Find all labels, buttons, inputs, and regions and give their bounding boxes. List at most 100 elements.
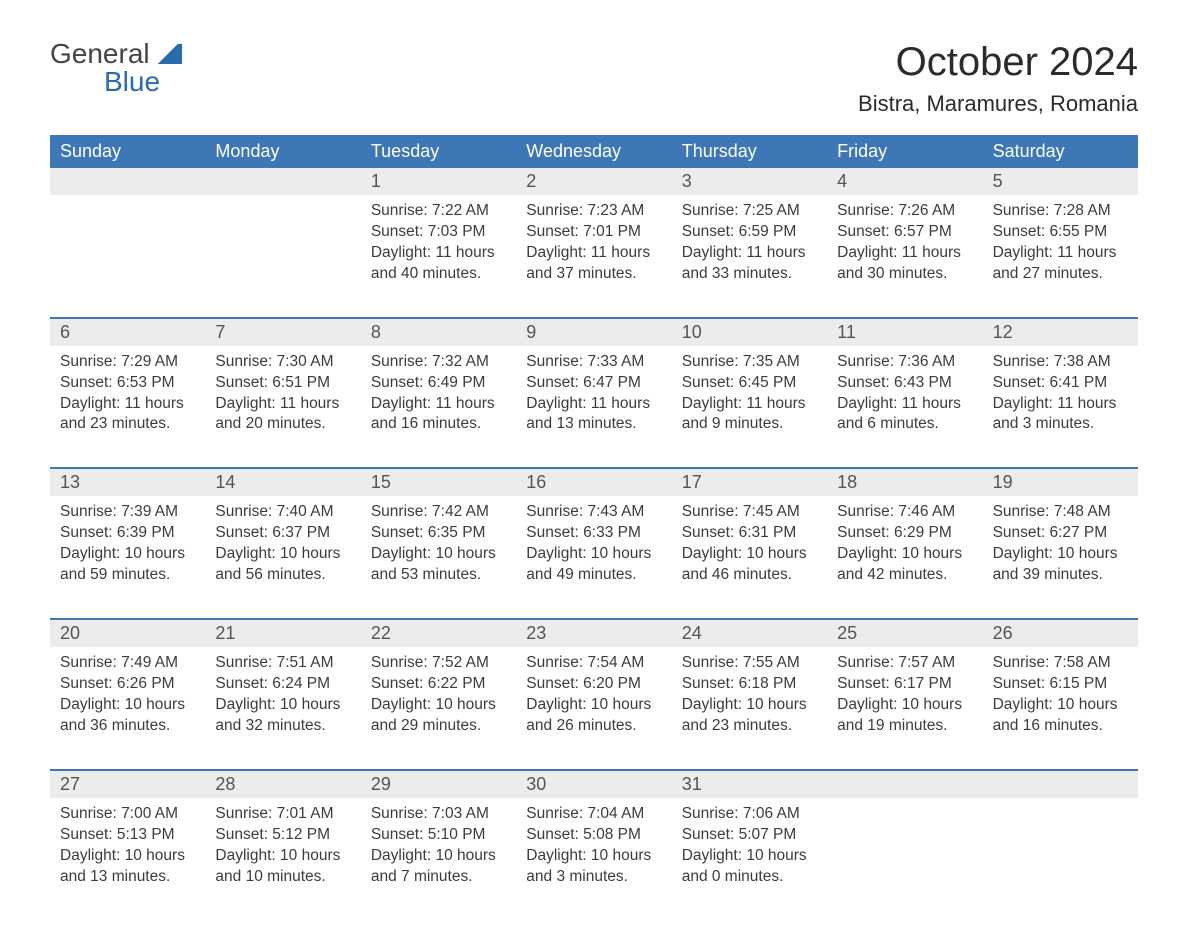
day-details: Sunrise: 7:46 AMSunset: 6:29 PMDaylight:… [827, 496, 982, 596]
day-details: Sunrise: 7:32 AMSunset: 6:49 PMDaylight:… [361, 346, 516, 446]
daylight-label: Daylight: [682, 847, 742, 864]
daylight-line-2: and 26 minutes. [526, 716, 661, 737]
daylight-line-1: Daylight: 11 hours [993, 243, 1128, 264]
day-number: 10 [672, 319, 827, 346]
sunset-value: 6:37 PM [272, 524, 330, 541]
sunrise-label: Sunrise: [837, 202, 894, 219]
sunset-label: Sunset: [837, 374, 890, 391]
day-details: Sunrise: 7:40 AMSunset: 6:37 PMDaylight:… [205, 496, 360, 596]
daylight-line-2: and 16 minutes. [993, 716, 1128, 737]
daylight-label: Daylight: [526, 244, 586, 261]
sunrise-line: Sunrise: 7:26 AM [837, 201, 972, 222]
sunset-line: Sunset: 5:10 PM [371, 825, 506, 846]
daylight-line-1: Daylight: 10 hours [215, 544, 350, 565]
sunset-line: Sunset: 6:55 PM [993, 222, 1128, 243]
sunset-value: 6:45 PM [739, 374, 797, 391]
sunrise-line: Sunrise: 7:30 AM [215, 352, 350, 373]
sunset-label: Sunset: [837, 675, 890, 692]
sunrise-line: Sunrise: 7:01 AM [215, 804, 350, 825]
daylight-label: Daylight: [371, 696, 431, 713]
sunset-label: Sunset: [60, 374, 113, 391]
sunset-value: 6:57 PM [894, 223, 952, 240]
sunset-label: Sunset: [60, 826, 113, 843]
sunset-line: Sunset: 6:27 PM [993, 523, 1128, 544]
header: General Blue October 2024 Bistra, Maramu… [50, 40, 1138, 117]
day-details: Sunrise: 7:57 AMSunset: 6:17 PMDaylight:… [827, 647, 982, 747]
day-number: 3 [672, 168, 827, 195]
daylight-label: Daylight: [526, 545, 586, 562]
sunrise-value: 7:57 AM [898, 654, 955, 671]
day-number [50, 168, 205, 195]
sunset-label: Sunset: [837, 524, 890, 541]
sunset-line: Sunset: 6:37 PM [215, 523, 350, 544]
sunset-line: Sunset: 6:29 PM [837, 523, 972, 544]
daylight-line-2: and 59 minutes. [60, 565, 195, 586]
daylight-line-1: Daylight: 10 hours [60, 695, 195, 716]
sunrise-value: 7:23 AM [587, 202, 644, 219]
daylight-label: Daylight: [371, 395, 431, 412]
daylight-value-1: 11 hours [435, 244, 494, 261]
daylight-label: Daylight: [682, 244, 742, 261]
day-number: 11 [827, 319, 982, 346]
day-details: Sunrise: 7:48 AMSunset: 6:27 PMDaylight:… [983, 496, 1138, 596]
daylight-value-1: 10 hours [280, 696, 340, 713]
daylight-label: Daylight: [371, 244, 431, 261]
daylight-line-1: Daylight: 10 hours [682, 695, 817, 716]
sunset-value: 6:59 PM [739, 223, 797, 240]
daylight-line-2: and 13 minutes. [526, 414, 661, 435]
sunrise-line: Sunrise: 7:39 AM [60, 502, 195, 523]
daylight-value-1: 10 hours [435, 696, 495, 713]
day-number: 16 [516, 469, 671, 496]
sunrise-line: Sunrise: 7:03 AM [371, 804, 506, 825]
sunset-value: 6:49 PM [428, 374, 486, 391]
sunset-line: Sunset: 6:31 PM [682, 523, 817, 544]
daylight-value-1: 10 hours [591, 545, 651, 562]
sunrise-label: Sunrise: [526, 202, 583, 219]
sunrise-line: Sunrise: 7:49 AM [60, 653, 195, 674]
daylight-line-1: Daylight: 10 hours [215, 846, 350, 867]
sunset-value: 6:43 PM [894, 374, 952, 391]
sunset-label: Sunset: [215, 826, 268, 843]
day-number: 26 [983, 620, 1138, 647]
sunset-value: 6:39 PM [117, 524, 175, 541]
daylight-value-1: 10 hours [1057, 696, 1117, 713]
sunrise-label: Sunrise: [526, 503, 583, 520]
daylight-line-2: and 23 minutes. [60, 414, 195, 435]
daylight-line-2: and 46 minutes. [682, 565, 817, 586]
sunrise-value: 7:00 AM [121, 805, 178, 822]
daylight-line-1: Daylight: 11 hours [993, 394, 1128, 415]
sunrise-label: Sunrise: [682, 805, 739, 822]
weekday-header: Friday [827, 135, 982, 168]
sunrise-value: 7:36 AM [898, 353, 955, 370]
sunset-line: Sunset: 6:18 PM [682, 674, 817, 695]
day-number [827, 771, 982, 798]
sunrise-line: Sunrise: 7:22 AM [371, 201, 506, 222]
daylight-value-1: 11 hours [902, 395, 961, 412]
sunrise-line: Sunrise: 7:00 AM [60, 804, 195, 825]
day-number: 30 [516, 771, 671, 798]
day-number: 6 [50, 319, 205, 346]
sunset-value: 6:35 PM [428, 524, 486, 541]
day-details: Sunrise: 7:23 AMSunset: 7:01 PMDaylight:… [516, 195, 671, 295]
day-number: 2 [516, 168, 671, 195]
daylight-label: Daylight: [526, 696, 586, 713]
sunrise-line: Sunrise: 7:04 AM [526, 804, 661, 825]
day-number-row: 20212223242526 [50, 620, 1138, 647]
sunrise-label: Sunrise: [993, 503, 1050, 520]
daylight-line-2: and 0 minutes. [682, 867, 817, 888]
weekday-header: Thursday [672, 135, 827, 168]
brand-text-2: Blue [104, 68, 182, 96]
daylight-label: Daylight: [837, 545, 897, 562]
day-details: Sunrise: 7:03 AMSunset: 5:10 PMDaylight:… [361, 798, 516, 898]
weekday-header: Saturday [983, 135, 1138, 168]
sunrise-value: 7:58 AM [1054, 654, 1111, 671]
day-details: Sunrise: 7:33 AMSunset: 6:47 PMDaylight:… [516, 346, 671, 446]
sunset-label: Sunset: [682, 223, 735, 240]
daylight-line-2: and 56 minutes. [215, 565, 350, 586]
sunset-line: Sunset: 6:53 PM [60, 373, 195, 394]
daylight-label: Daylight: [837, 395, 897, 412]
sunrise-line: Sunrise: 7:40 AM [215, 502, 350, 523]
sunset-line: Sunset: 6:49 PM [371, 373, 506, 394]
sunrise-line: Sunrise: 7:25 AM [682, 201, 817, 222]
daylight-label: Daylight: [215, 545, 275, 562]
